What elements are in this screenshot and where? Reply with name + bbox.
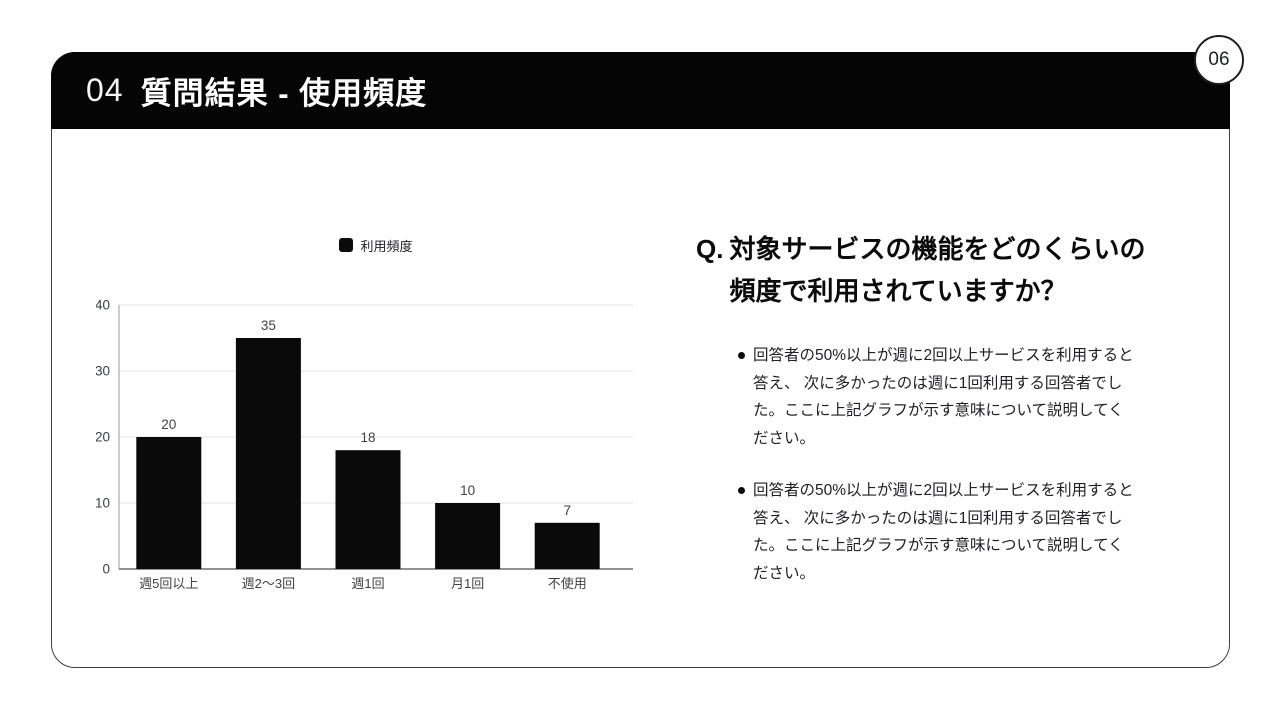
section-number: 04 — [86, 72, 124, 108]
category-label: 不使用 — [548, 576, 587, 591]
bar — [534, 522, 600, 569]
answer-bullets: 回答者の50%以上が週に2回以上サービスを利用すると 答え、 次に多かったのは週… — [696, 342, 1196, 587]
y-tick-label: 10 — [96, 496, 110, 511]
bar — [235, 338, 301, 569]
bar-value-label: 18 — [360, 430, 375, 445]
legend-label: 利用頻度 — [360, 238, 413, 254]
chart-legend: 利用頻度 — [119, 237, 633, 254]
category-label: 月1回 — [451, 576, 484, 591]
question-block: Q. 対象サービスの機能をどのくらいの 頻度で利用されていますか？ 回答者の50… — [696, 228, 1196, 612]
bullet-item: 回答者の50%以上が週に2回以上サービスを利用すると 答え、 次に多かったのは週… — [738, 477, 1196, 587]
page-title: 質問結果 - 使用頻度 — [140, 76, 428, 111]
question-heading: Q. 対象サービスの機能をどのくらいの 頻度で利用されていますか？ — [696, 228, 1196, 312]
legend-swatch-icon — [339, 238, 354, 252]
bar — [136, 437, 202, 569]
y-tick-label: 30 — [96, 364, 110, 379]
bullet-item: 回答者の50%以上が週に2回以上サービスを利用すると 答え、 次に多かったのは週… — [738, 342, 1196, 452]
category-label: 週2〜3回 — [242, 576, 295, 591]
question-text: 対象サービスの機能をどのくらいの 頻度で利用されていますか？ — [729, 234, 1146, 306]
bar-value-label: 35 — [261, 318, 276, 333]
category-label: 週5回以上 — [139, 576, 198, 591]
bar-value-label: 7 — [563, 503, 571, 518]
usage-frequency-bar-chart: 利用頻度 0 10 20 30 40 20 週5回以上 35 週2〜3回 18 週1回 10 月1回 7 不… — [96, 185, 656, 599]
bar — [435, 503, 501, 569]
y-tick-label: 20 — [96, 430, 110, 445]
content-card: 04 質問結果 - 使用頻度 利用頻度 0 10 20 30 40 20 週5回以上 35 週2… — [51, 52, 1230, 668]
bar-value-label: 10 — [460, 483, 475, 498]
category-label: 週1回 — [351, 576, 384, 591]
chart-plot: 0 10 20 30 40 20 週5回以上 35 週2〜3回 18 週1回 10 月1回 7 不使用 — [96, 298, 633, 591]
bar-value-label: 20 — [161, 417, 176, 432]
question-prefix: Q. — [696, 234, 724, 264]
slide-header: 04 質問結果 - 使用頻度 — [51, 52, 1230, 129]
y-tick-label: 0 — [102, 562, 110, 577]
page-number-badge: 06 — [1194, 35, 1244, 85]
bar — [335, 450, 401, 569]
y-tick-label: 40 — [96, 298, 110, 313]
